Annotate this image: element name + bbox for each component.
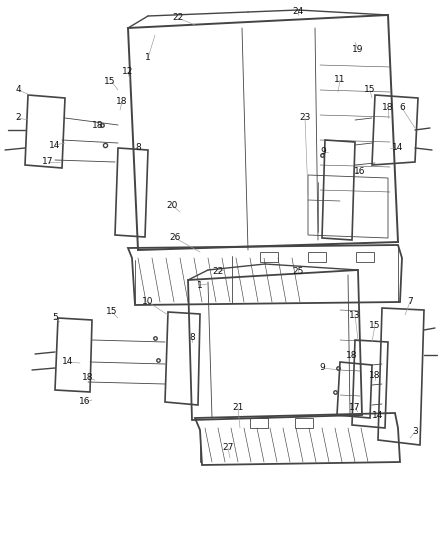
Text: 11: 11 xyxy=(334,76,346,85)
Text: 18: 18 xyxy=(382,103,394,112)
Text: 27: 27 xyxy=(223,443,234,453)
Text: 16: 16 xyxy=(354,167,366,176)
Text: 6: 6 xyxy=(399,103,405,112)
Text: 18: 18 xyxy=(346,351,358,359)
Text: 10: 10 xyxy=(142,297,154,306)
Text: 9: 9 xyxy=(319,364,325,373)
Text: 23: 23 xyxy=(299,114,311,123)
Text: 22: 22 xyxy=(212,268,224,277)
Text: 3: 3 xyxy=(412,427,418,437)
Text: 7: 7 xyxy=(407,297,413,306)
Text: 9: 9 xyxy=(320,148,326,157)
Text: 4: 4 xyxy=(15,85,21,94)
Text: 2: 2 xyxy=(15,114,21,123)
Text: 24: 24 xyxy=(293,7,304,17)
Text: 5: 5 xyxy=(52,313,58,322)
Text: 25: 25 xyxy=(292,268,304,277)
Text: 1: 1 xyxy=(145,53,151,62)
Text: 22: 22 xyxy=(173,13,184,22)
Text: 8: 8 xyxy=(189,334,195,343)
Text: 20: 20 xyxy=(166,200,178,209)
Text: 18: 18 xyxy=(369,370,381,379)
Text: 8: 8 xyxy=(135,143,141,152)
Text: 15: 15 xyxy=(364,85,376,94)
Text: 18: 18 xyxy=(92,120,104,130)
Text: 12: 12 xyxy=(122,68,134,77)
Text: 18: 18 xyxy=(82,374,94,383)
Text: 21: 21 xyxy=(232,403,244,413)
Text: 14: 14 xyxy=(49,141,61,149)
Text: 14: 14 xyxy=(62,358,74,367)
Text: 14: 14 xyxy=(372,410,384,419)
Text: 14: 14 xyxy=(392,143,404,152)
Text: 1: 1 xyxy=(197,280,203,289)
Text: 19: 19 xyxy=(352,45,364,54)
Text: 17: 17 xyxy=(42,157,54,166)
Text: 18: 18 xyxy=(116,98,128,107)
Text: 15: 15 xyxy=(104,77,116,86)
Text: 15: 15 xyxy=(369,320,381,329)
Text: 13: 13 xyxy=(349,311,361,319)
Text: 26: 26 xyxy=(170,233,181,243)
Text: 16: 16 xyxy=(79,398,91,407)
Text: 17: 17 xyxy=(349,403,361,413)
Text: 15: 15 xyxy=(106,308,118,317)
